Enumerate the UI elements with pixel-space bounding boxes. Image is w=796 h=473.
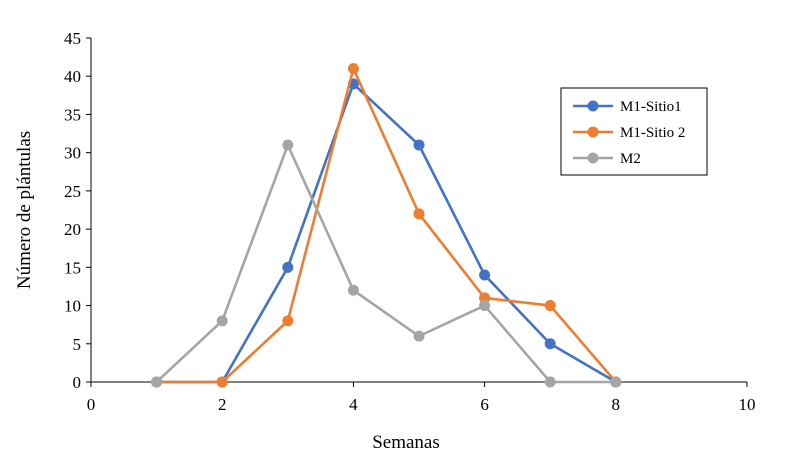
series-line [156,82,617,384]
y-tick-label: 0 [73,373,82,392]
series-line [156,67,617,384]
data-point [282,139,294,151]
legend-entry: M2 [573,151,641,167]
legend-marker [587,126,599,138]
y-tick-label: 20 [64,220,81,239]
y-tick-label: 5 [73,335,82,354]
data-point [282,315,294,327]
data-point [151,376,163,388]
legend-label: M1-Sitio1 [620,99,682,115]
x-tick-label: 2 [218,395,227,414]
x-ticks: 0 2 4 6 8 10 [87,382,756,414]
y-tick-label: 25 [64,182,81,201]
data-point [413,330,425,342]
legend-marker [587,152,599,164]
series-3 [151,139,622,388]
x-tick-label: 8 [612,395,621,414]
y-tick-label: 30 [64,144,81,163]
data-point [479,292,491,304]
y-tick-label: 15 [64,258,81,277]
legend-entry: M1-Sitio1 [573,99,682,115]
series-line [155,143,616,384]
legend-label: M1-Sitio 2 [620,125,685,141]
x-tick-label: 0 [87,395,96,414]
data-point [413,208,425,220]
data-point [479,269,491,281]
series-1 [151,78,622,388]
y-tick-label: 40 [64,67,81,86]
legend-entry: M1-Sitio 2 [573,125,685,141]
data-point [544,338,556,350]
data-point [610,376,622,388]
y-tick-label: 45 [64,29,81,48]
data-point [216,376,228,388]
x-tick-label: 6 [480,395,489,414]
legend-marker [587,100,599,112]
y-tick-label: 35 [64,105,81,124]
legend: M1-Sitio1 M1-Sitio 2 M2 [560,87,708,176]
data-point [216,315,228,327]
x-tick-label: 4 [349,395,358,414]
series-layer [151,63,622,388]
x-tick-label: 10 [739,395,756,414]
data-point [479,300,491,312]
y-tick-label: 10 [64,297,81,316]
data-point [544,376,556,388]
data-point [413,139,425,151]
y-axis-label: Número de plántulas [14,131,35,289]
x-axis-label: Semanas [372,432,440,453]
data-point [544,300,556,312]
data-point [347,284,359,296]
data-point [347,63,359,75]
y-ticks: 0 5 10 15 20 25 30 35 40 45 [64,29,91,392]
data-point [282,261,294,273]
legend-label: M2 [620,151,641,167]
